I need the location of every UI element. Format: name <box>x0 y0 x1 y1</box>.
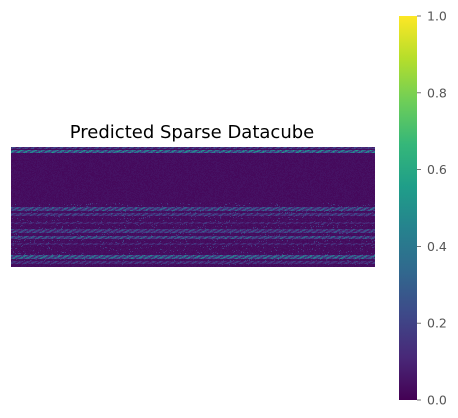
colorbar-tick-label: 1.0 <box>427 9 447 24</box>
colorbar <box>399 16 417 400</box>
heatmap-plot <box>11 147 375 267</box>
colorbar-tick-label: 0.2 <box>427 316 447 331</box>
colorbar-tick-label: 0.0 <box>427 393 447 408</box>
heatmap-image <box>11 147 375 267</box>
colorbar-tick-label: 0.6 <box>427 162 447 177</box>
colorbar-tick-label: 0.8 <box>427 85 447 100</box>
chart-title: Predicted Sparse Datacube <box>70 122 314 143</box>
colorbar-ticks: 0.0 0.2 0.4 0.6 0.8 1.0 <box>417 9 447 408</box>
colorbar-tick-label: 0.4 <box>427 239 447 254</box>
